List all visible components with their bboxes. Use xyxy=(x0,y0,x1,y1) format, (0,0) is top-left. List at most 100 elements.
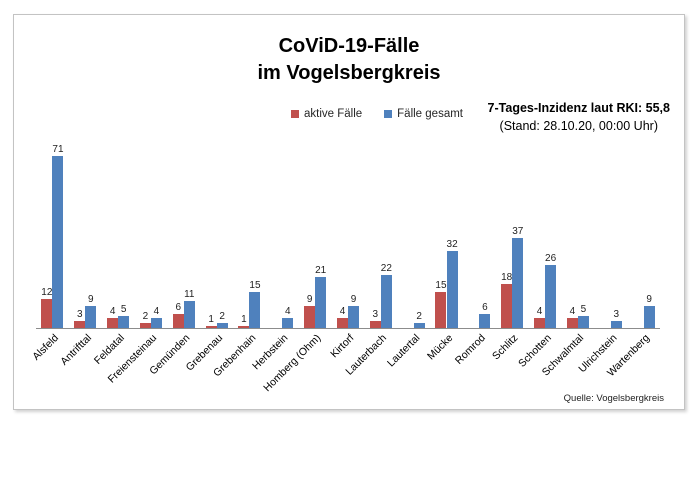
bar-value-label: 15 xyxy=(249,279,261,291)
bar-wrap: 4 xyxy=(566,306,578,328)
bar-group: 6 xyxy=(463,155,496,328)
bar-wrap: 4 xyxy=(534,306,546,328)
bar-value-label: 22 xyxy=(380,262,392,274)
bar-wrap: 1 xyxy=(238,313,250,328)
bar-faelle-gesamt xyxy=(577,315,589,328)
bar-value-label: 26 xyxy=(545,253,557,264)
bar-aktive-faelle xyxy=(41,298,53,328)
bar-wrap: 9 xyxy=(304,294,316,328)
bar-wrap: 3 xyxy=(74,309,86,328)
incidence-value: 7-Tages-Inzidenz laut RKI: 55,8 xyxy=(487,101,670,115)
x-axis-labels: Alsfeld Antrifttal Feldatal Freiensteinau Ge… xyxy=(30,330,660,402)
x-axis-label: Alsfeld xyxy=(30,332,61,363)
bar-wrap: 5 xyxy=(577,304,589,328)
x-axis-label-slot: Alsfeld xyxy=(30,330,69,402)
bar-faelle-gesamt xyxy=(545,265,557,328)
plot-area: 12 71 3 9 4 5 2 4 6 11 1 2 1 15 4 9 21 4 9 3 22 2 15 32 6 18 37 4 26… xyxy=(36,144,660,329)
bar-value-label: 32 xyxy=(446,238,458,250)
legend-marker-icon xyxy=(384,110,393,118)
bar-faelle-gesamt xyxy=(150,318,162,328)
chart-legend: aktive Fälle Fälle gesamt xyxy=(42,108,699,120)
bar-wrap: 5 xyxy=(118,303,130,328)
bar-value-label: 18 xyxy=(501,272,513,284)
bar-aktive-faelle xyxy=(238,325,250,328)
bar-value-label: 3 xyxy=(613,308,620,320)
x-axis-label-slot: Romrod xyxy=(453,330,496,402)
bar-wrap: 22 xyxy=(381,263,392,328)
bar-aktive-faelle xyxy=(205,325,217,328)
bar-value-label: 4 xyxy=(109,306,116,318)
x-axis-label: Schlitz xyxy=(490,332,521,363)
bar-aktive-faelle xyxy=(172,313,184,328)
bar-wrap: 18 xyxy=(501,272,512,328)
bar-wrap: 9 xyxy=(643,294,655,328)
bar-group: 4 26 xyxy=(529,155,562,328)
bar-value-label: 9 xyxy=(350,294,357,306)
bar-group: 9 xyxy=(627,155,660,328)
bar-value-label: 71 xyxy=(52,144,64,155)
x-axis-label: Kirtorf xyxy=(328,332,357,361)
x-axis-label-slot: Homberg (Ohm) xyxy=(262,330,332,402)
bar-value-label: 2 xyxy=(142,311,149,323)
bar-group: 18 37 xyxy=(496,155,529,328)
bar-faelle-gesamt xyxy=(380,274,392,328)
bar-value-label: 12 xyxy=(41,286,53,298)
bar-value-label: 1 xyxy=(208,313,214,325)
bar-value-label: 4 xyxy=(153,306,160,318)
bar-group: 2 xyxy=(397,155,430,328)
bar-faelle-gesamt xyxy=(348,306,360,328)
bar-aktive-faelle xyxy=(534,318,546,328)
bar-aktive-faelle xyxy=(304,306,316,328)
bar-wrap: 2 xyxy=(139,311,151,328)
bar-value-label: 3 xyxy=(372,308,379,320)
chart-frame: CoViD-19-Fälle im Vogelsbergkreis aktive… xyxy=(13,14,685,410)
bar-value-label: 4 xyxy=(339,306,346,318)
bar-aktive-faelle xyxy=(107,318,119,328)
bar-wrap: 4 xyxy=(282,306,294,328)
bar-faelle-gesamt xyxy=(249,291,261,328)
bar-group: 12 71 xyxy=(36,144,69,328)
bar-faelle-gesamt xyxy=(315,277,327,328)
bar-group: 15 32 xyxy=(430,155,463,328)
bar-wrap: 32 xyxy=(446,238,458,328)
bar-group: 3 xyxy=(594,155,627,328)
x-axis-label-slot: Lautertal xyxy=(385,330,430,402)
bar-group: 9 21 xyxy=(299,155,332,328)
bar-faelle-gesamt xyxy=(183,301,195,328)
legend-item: Fälle gesamt xyxy=(384,108,463,120)
bar-wrap: 37 xyxy=(512,226,523,328)
bar-aktive-faelle xyxy=(74,320,86,328)
bar-faelle-gesamt xyxy=(216,323,228,328)
bar-wrap: 4 xyxy=(107,306,119,328)
bar-faelle-gesamt xyxy=(282,318,294,328)
bar-aktive-faelle xyxy=(566,318,578,328)
bar-value-label: 4 xyxy=(569,306,576,318)
bar-value-label: 9 xyxy=(87,294,94,306)
bar-value-label: 6 xyxy=(175,301,182,313)
bar-wrap: 15 xyxy=(435,279,447,328)
chart-title-line1: CoViD-19-Fälle xyxy=(278,35,420,57)
bar-value-label: 1 xyxy=(241,313,247,325)
bar-group: 6 11 xyxy=(167,155,200,328)
bar-group: 1 15 xyxy=(233,155,266,328)
x-axis-label-slot: Wartenberg xyxy=(605,330,660,402)
bar-aktive-faelle xyxy=(369,320,381,328)
bar-value-label: 5 xyxy=(120,303,127,315)
legend-marker-icon xyxy=(290,110,299,118)
bar-value-label: 4 xyxy=(285,306,291,318)
bar-faelle-gesamt xyxy=(118,315,130,328)
incidence-annotation: 7-Tages-Inzidenz laut RKI: 55,8 (Stand: … xyxy=(488,99,670,135)
bar-value-label: 21 xyxy=(315,265,327,277)
bar-value-label: 15 xyxy=(435,279,447,291)
bar-wrap: 71 xyxy=(52,144,64,328)
legend-label: aktive Fälle xyxy=(303,108,363,120)
legend-item: aktive Fälle xyxy=(290,108,363,120)
bar-wrap: 6 xyxy=(172,301,184,328)
bar-wrap: 21 xyxy=(315,265,326,328)
